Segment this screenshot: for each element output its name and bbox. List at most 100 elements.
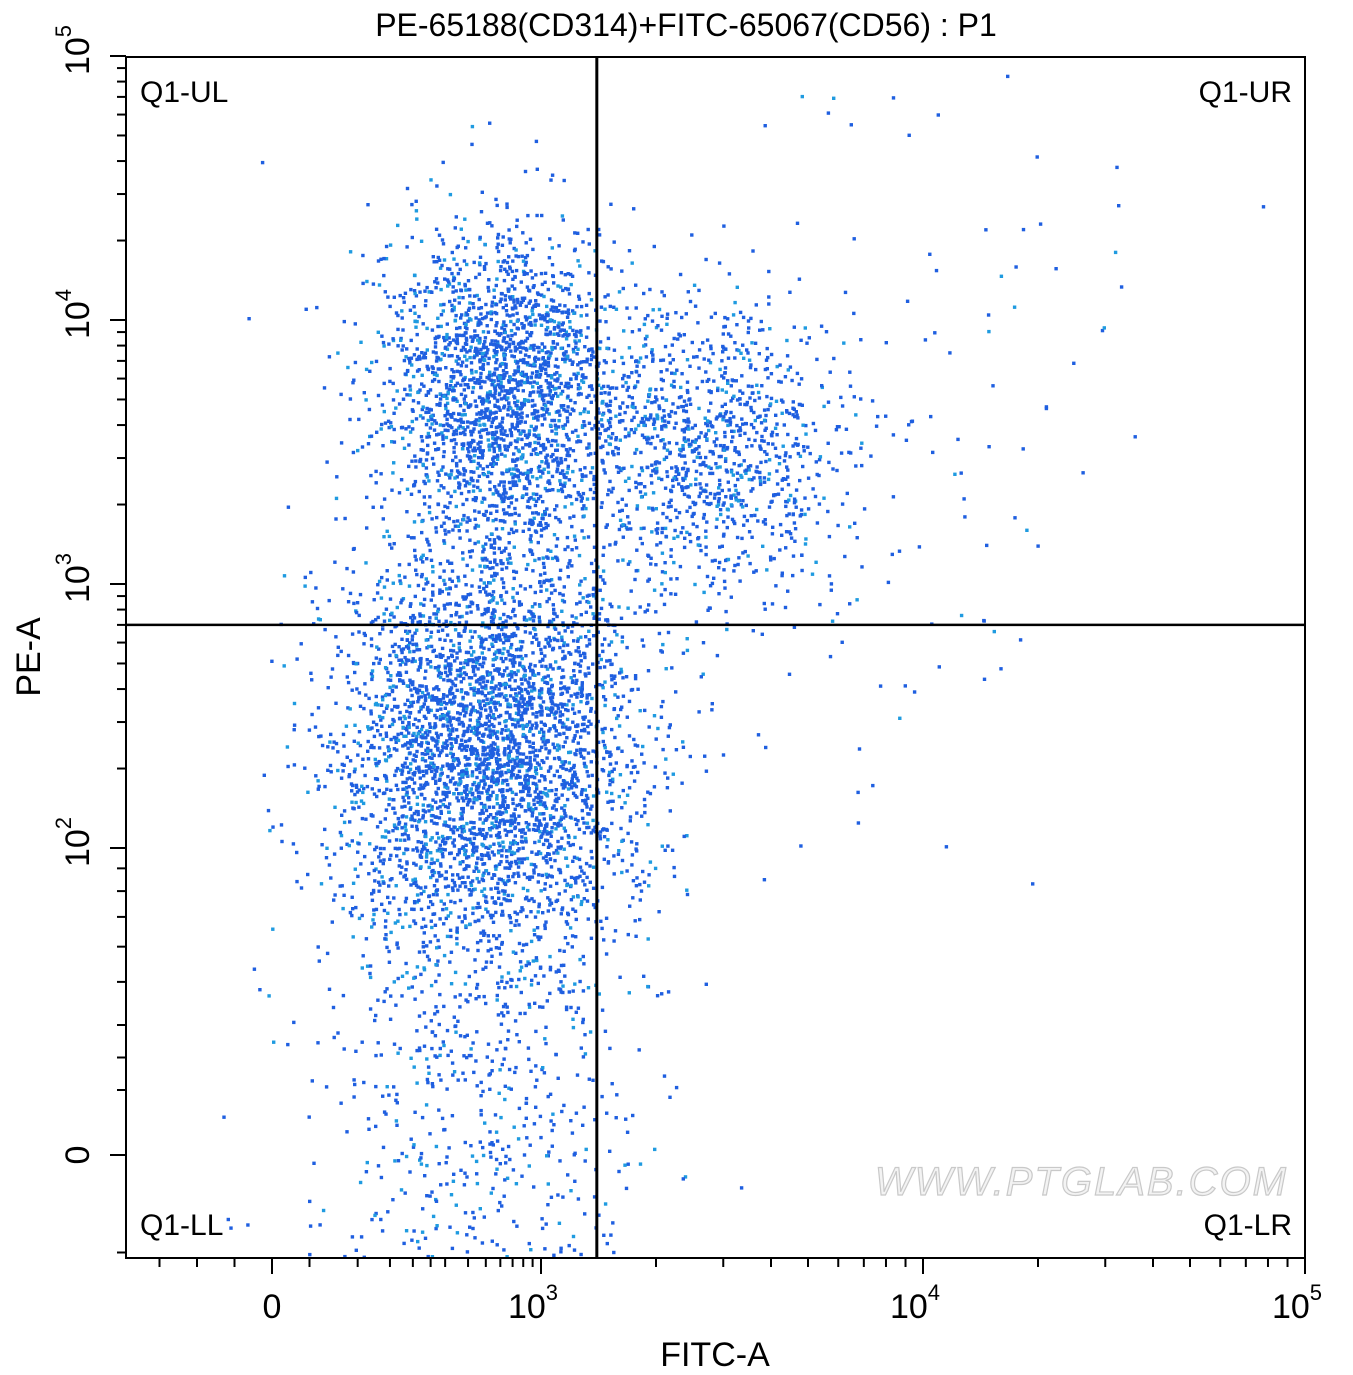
event-point bbox=[408, 739, 413, 743]
event-point bbox=[532, 416, 536, 420]
event-point bbox=[466, 308, 471, 312]
event-point bbox=[530, 276, 535, 280]
event-point bbox=[503, 495, 507, 499]
event-point bbox=[720, 544, 724, 548]
event-point bbox=[639, 495, 644, 499]
event-point bbox=[546, 374, 550, 378]
event-point bbox=[827, 460, 831, 465]
event-point bbox=[498, 268, 503, 273]
event-point bbox=[464, 867, 468, 871]
event-point bbox=[514, 414, 519, 418]
event-point bbox=[493, 329, 497, 333]
event-point bbox=[392, 747, 397, 751]
event-point bbox=[477, 455, 481, 460]
event-point bbox=[475, 876, 479, 881]
event-point bbox=[481, 330, 486, 334]
event-point bbox=[705, 423, 710, 428]
event-point bbox=[461, 426, 465, 430]
event-point bbox=[359, 832, 363, 836]
event-point bbox=[455, 828, 460, 832]
event-point bbox=[462, 467, 466, 471]
event-point bbox=[499, 494, 503, 498]
event-point bbox=[489, 960, 493, 964]
event-point bbox=[525, 505, 530, 509]
event-point bbox=[571, 360, 575, 364]
event-point bbox=[469, 318, 473, 322]
event-point bbox=[552, 387, 556, 391]
event-point bbox=[422, 384, 426, 388]
event-point bbox=[544, 328, 548, 332]
event-point bbox=[504, 849, 509, 853]
event-point bbox=[513, 349, 518, 353]
event-point bbox=[562, 702, 566, 707]
event-point bbox=[488, 121, 492, 125]
event-point bbox=[533, 915, 538, 919]
event-point bbox=[694, 438, 698, 442]
event-point bbox=[508, 342, 512, 346]
event-point bbox=[582, 536, 586, 540]
event-point bbox=[495, 367, 499, 371]
event-point bbox=[679, 530, 683, 535]
event-point bbox=[412, 811, 417, 816]
event-point bbox=[373, 847, 377, 852]
event-point bbox=[499, 380, 503, 384]
event-point bbox=[388, 597, 393, 601]
event-point bbox=[484, 542, 488, 546]
event-point bbox=[375, 794, 379, 799]
event-point bbox=[529, 269, 533, 273]
event-point bbox=[489, 709, 493, 713]
event-point bbox=[457, 412, 461, 416]
event-point bbox=[793, 527, 798, 531]
event-point bbox=[652, 417, 656, 421]
event-point bbox=[434, 359, 439, 363]
event-point bbox=[552, 309, 556, 313]
event-point bbox=[737, 463, 741, 468]
event-point bbox=[433, 604, 437, 608]
event-point bbox=[487, 939, 491, 943]
event-point bbox=[420, 439, 425, 443]
event-point bbox=[482, 267, 487, 271]
event-point bbox=[422, 495, 426, 499]
event-point bbox=[750, 444, 754, 448]
event-point bbox=[525, 856, 530, 861]
event-point bbox=[530, 475, 535, 479]
event-point bbox=[494, 684, 498, 688]
event-point bbox=[724, 468, 729, 472]
event-point bbox=[643, 317, 647, 321]
event-point bbox=[514, 464, 518, 468]
event-point bbox=[663, 848, 667, 852]
event-point bbox=[578, 653, 583, 658]
event-point bbox=[650, 463, 654, 467]
event-point bbox=[680, 372, 684, 376]
event-point bbox=[459, 348, 464, 353]
event-point bbox=[554, 439, 558, 443]
event-point bbox=[419, 865, 423, 869]
event-point bbox=[631, 405, 635, 409]
event-point bbox=[462, 714, 467, 718]
event-point bbox=[587, 442, 591, 446]
event-point bbox=[421, 405, 425, 409]
event-point bbox=[483, 836, 487, 841]
event-point bbox=[645, 437, 649, 442]
event-point bbox=[379, 257, 383, 261]
event-point bbox=[322, 386, 327, 390]
event-point bbox=[443, 403, 448, 408]
event-point bbox=[657, 910, 661, 914]
event-point bbox=[727, 419, 731, 423]
event-point bbox=[626, 606, 630, 610]
event-point bbox=[783, 375, 788, 379]
event-point bbox=[496, 378, 500, 382]
event-point bbox=[508, 376, 513, 380]
event-point bbox=[438, 750, 443, 755]
event-point bbox=[457, 641, 461, 646]
event-point bbox=[483, 243, 487, 247]
event-point bbox=[768, 402, 773, 406]
event-point bbox=[511, 313, 515, 317]
event-point bbox=[566, 394, 570, 398]
event-point bbox=[565, 435, 569, 439]
event-point bbox=[477, 724, 481, 729]
event-point bbox=[436, 281, 440, 285]
event-point bbox=[395, 605, 399, 610]
event-point bbox=[486, 871, 491, 876]
event-point bbox=[527, 787, 531, 791]
